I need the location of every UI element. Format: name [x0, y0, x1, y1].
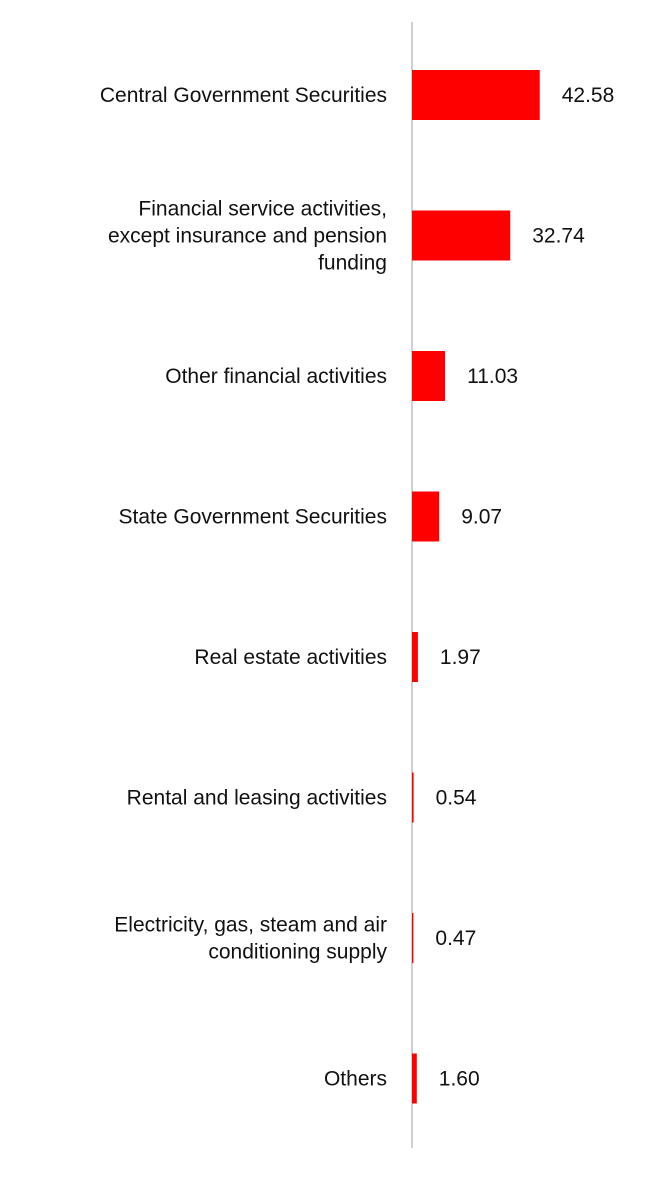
bar-4 [412, 491, 440, 542]
category-label-4: State Government Securities [119, 506, 387, 529]
value-labels-group: 42.58 32.74 11.03 9.07 1.97 0.54 0.47 1.60 [435, 84, 614, 1091]
value-label-7: 0.47 [435, 927, 476, 950]
category-label-1: Central Government Securities [100, 84, 387, 107]
bar-8 [412, 1053, 417, 1104]
bar-5 [412, 632, 418, 682]
value-label-8: 1.60 [439, 1068, 480, 1091]
bar-7 [412, 913, 414, 963]
bar-2 [412, 210, 511, 261]
value-label-5: 1.97 [440, 646, 481, 669]
bars-group [412, 70, 540, 1104]
value-label-2: 32.74 [532, 225, 585, 248]
category-labels-group: Central Government Securities Financial s… [100, 84, 388, 1091]
category-label-7: Electricity, gas, steam and air condition… [114, 914, 387, 964]
category-label-8: Others [324, 1068, 387, 1091]
category-label-3: Other financial activities [165, 365, 387, 388]
bar-1 [412, 70, 540, 120]
value-label-3: 11.03 [467, 365, 518, 388]
value-label-6: 0.54 [436, 787, 477, 810]
value-label-4: 9.07 [461, 506, 502, 529]
category-label-2: Financial service activities, except insu… [108, 198, 387, 275]
value-label-1: 42.58 [562, 84, 615, 107]
bar-6 [412, 772, 414, 823]
bar-3 [412, 351, 446, 401]
category-label-5: Real estate activities [194, 646, 387, 669]
category-label-6: Rental and leasing activities [127, 787, 387, 810]
